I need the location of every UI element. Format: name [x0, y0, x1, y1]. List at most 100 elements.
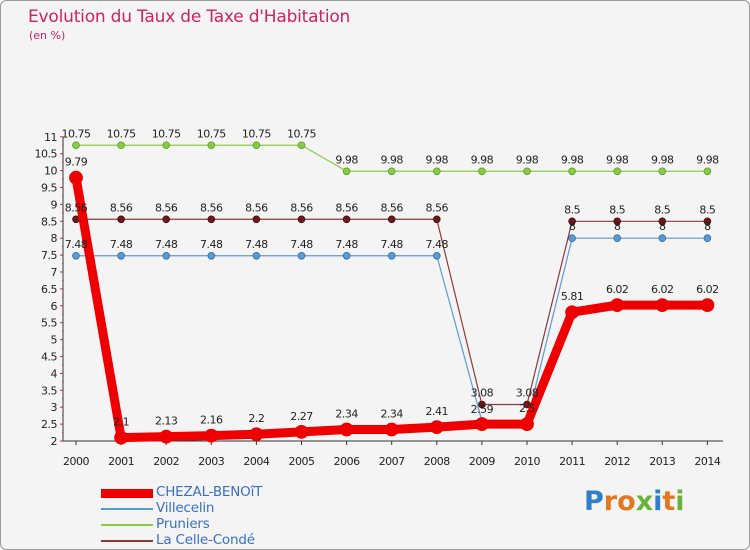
data-label-la-celle-cond-: 8.5 — [654, 203, 670, 216]
data-label-chezal-beno-t: 2.1 — [113, 416, 129, 429]
data-point-villecelin — [162, 251, 171, 260]
data-label-la-celle-cond-: 8.56 — [155, 201, 178, 214]
data-label-chezal-beno-t: 6.02 — [651, 283, 674, 296]
x-tick-label: 2012 — [604, 455, 630, 468]
data-point-la-celle-cond- — [432, 215, 441, 224]
data-label-chezal-beno-t: 2.2 — [248, 412, 264, 425]
data-label-villecelin: 7.48 — [426, 238, 449, 251]
data-label-chezal-beno-t: 6.02 — [606, 283, 629, 296]
data-point-la-celle-cond- — [613, 217, 621, 226]
data-point-la-celle-cond- — [252, 215, 261, 224]
data-point-villecelin — [252, 251, 261, 260]
x-tick-label: 2013 — [649, 455, 675, 468]
data-label-pruniers: 9.98 — [606, 153, 629, 166]
data-label-la-celle-cond-: 8.5 — [564, 203, 580, 216]
data-label-pruniers: 9.98 — [380, 153, 403, 166]
data-point-pruniers — [613, 167, 621, 176]
data-label-la-celle-cond-: 8.56 — [290, 201, 313, 214]
logo-letter: x — [635, 486, 654, 517]
data-point-la-celle-cond- — [568, 217, 576, 226]
data-point-pruniers — [342, 167, 351, 176]
legend-label-pruniers: Pruniers — [156, 516, 210, 532]
y-tick-label: 8 — [51, 232, 58, 245]
y-tick-label: 6 — [51, 300, 58, 313]
y-tick-label: 8.5 — [41, 215, 57, 228]
data-point-chezal-beno-t — [384, 422, 399, 437]
y-tick-label: 6.5 — [41, 283, 57, 296]
data-label-chezal-beno-t: 2.34 — [335, 408, 358, 421]
data-point-pruniers — [568, 167, 576, 176]
data-label-chezal-beno-t: 2.34 — [380, 408, 403, 421]
y-tick-label: 2.5 — [41, 418, 57, 431]
data-point-villecelin — [72, 251, 80, 260]
logo-letter: i — [653, 486, 663, 517]
proxiti-logo: Proxiti — [584, 486, 685, 517]
chart-title: Evolution du Taux de Taxe d'Habitation — [28, 7, 351, 27]
x-tick-label: 2004 — [243, 455, 269, 468]
data-point-la-celle-cond- — [478, 400, 486, 409]
data-label-villecelin: 7.48 — [380, 238, 403, 251]
legend-swatch-villecelin — [101, 508, 153, 510]
data-point-chezal-beno-t — [339, 422, 354, 437]
x-tick-label: 2000 — [63, 455, 89, 468]
x-tick-label: 2009 — [469, 455, 495, 468]
data-point-pruniers — [387, 167, 396, 176]
data-point-pruniers — [478, 167, 486, 176]
data-label-pruniers: 9.98 — [335, 153, 358, 166]
data-point-chezal-beno-t — [565, 305, 579, 320]
legend-label-chezal: CHEZAL-BENOîT — [156, 484, 263, 500]
data-point-pruniers — [207, 141, 216, 150]
data-point-la-celle-cond- — [387, 215, 396, 224]
logo-letter: r — [603, 486, 618, 517]
data-label-pruniers: 9.98 — [561, 153, 584, 166]
data-point-chezal-beno-t — [520, 417, 534, 432]
y-tick-label: 3.5 — [41, 384, 57, 397]
data-point-chezal-beno-t — [294, 424, 309, 439]
data-label-villecelin: 8 — [704, 220, 711, 233]
data-point-villecelin — [432, 251, 441, 260]
data-point-chezal-beno-t — [700, 298, 715, 313]
data-point-chezal-beno-t — [474, 417, 489, 432]
data-point-chezal-beno-t — [69, 170, 83, 185]
series-line-villecelin — [75, 237, 709, 422]
logo-letter: i — [675, 486, 685, 517]
data-point-chezal-beno-t — [159, 429, 174, 444]
logo-letter: P — [584, 486, 604, 517]
data-label-pruniers: 10.75 — [152, 127, 181, 140]
data-point-la-celle-cond- — [658, 217, 667, 226]
data-point-pruniers — [162, 141, 171, 150]
data-point-villecelin — [207, 251, 216, 260]
data-label-la-celle-cond-: 8.56 — [245, 201, 268, 214]
data-point-la-celle-cond- — [703, 217, 712, 226]
x-tick-label: 2010 — [514, 455, 540, 468]
data-label-villecelin: 7.48 — [290, 238, 313, 251]
data-point-pruniers — [252, 141, 261, 150]
x-tick-label: 2001 — [108, 455, 134, 468]
data-point-villecelin — [117, 251, 125, 260]
data-label-pruniers: 9.98 — [516, 153, 539, 166]
logo-letter: o — [617, 486, 636, 517]
data-label-chezal-beno-t: 2.5 — [519, 402, 535, 415]
data-label-villecelin: 7.48 — [245, 238, 268, 251]
data-label-pruniers: 10.75 — [62, 127, 91, 140]
data-point-la-celle-cond- — [342, 215, 351, 224]
data-point-la-celle-cond- — [297, 215, 306, 224]
data-point-pruniers — [117, 141, 125, 150]
y-tick-label: 7 — [51, 266, 58, 279]
data-point-pruniers — [658, 167, 667, 176]
data-point-chezal-beno-t — [655, 298, 670, 313]
legend-swatch-la-celle-conde — [101, 540, 153, 542]
data-label-chezal-beno-t: 2.41 — [426, 405, 449, 418]
data-label-villecelin: 2.59 — [471, 403, 494, 416]
x-tick-label: 2011 — [559, 455, 585, 468]
legend-swatch-chezal — [101, 489, 153, 498]
data-label-chezal-beno-t: 2.16 — [200, 414, 223, 427]
y-tick-label: 10 — [44, 165, 57, 178]
data-point-la-celle-cond- — [162, 215, 171, 224]
data-label-pruniers: 9.98 — [651, 153, 674, 166]
data-point-villecelin — [703, 234, 712, 243]
x-tick-label: 2007 — [379, 455, 405, 468]
data-label-villecelin: 7.48 — [200, 238, 223, 251]
